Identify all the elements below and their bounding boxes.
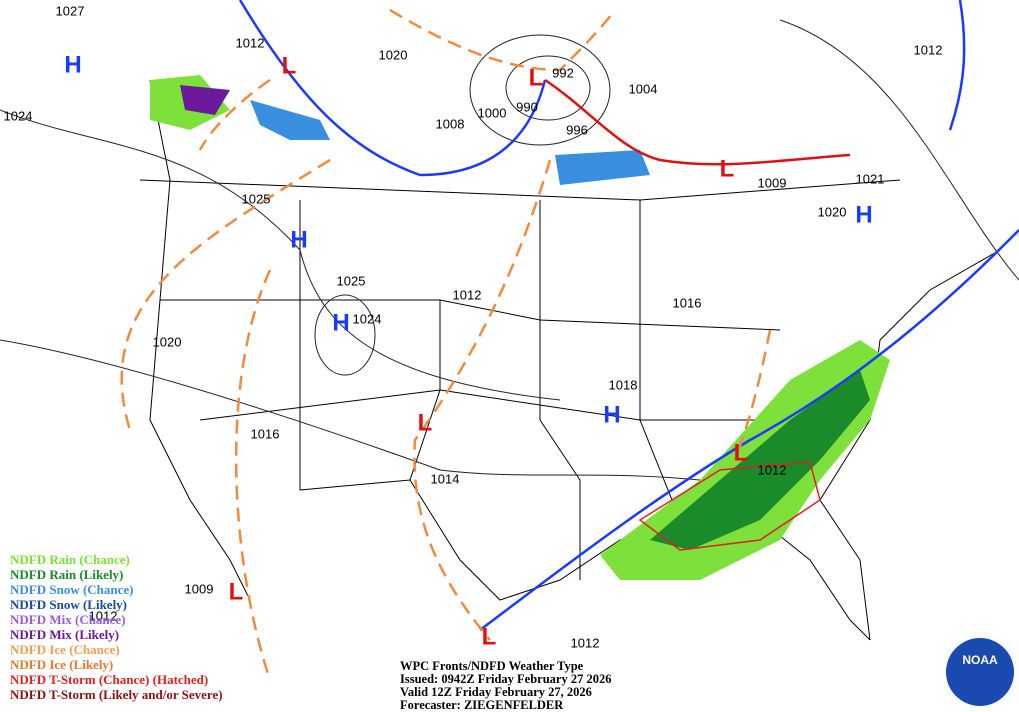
trough — [733, 329, 772, 461]
pressure-label: 1018 — [609, 377, 638, 392]
pressure-label: 1016 — [673, 295, 702, 310]
isobar — [469, 34, 611, 146]
pressure-center: L — [482, 623, 497, 650]
pressure-label: 1021 — [856, 171, 885, 186]
pressure-label: 1020 — [153, 334, 182, 349]
legend-entry: NDFD Mix (Chance) — [10, 612, 126, 627]
pressure-label: 1012 — [236, 35, 265, 50]
pressure-label: 1012 — [914, 42, 943, 57]
trough — [234, 269, 272, 681]
fronts — [120, 0, 1019, 681]
pressure-label: 1024 — [353, 311, 382, 326]
pressure-label: 1014 — [431, 471, 460, 486]
legend-entry: NDFD Rain (Chance) — [10, 552, 130, 567]
pressure-label: 1025 — [337, 273, 366, 288]
trough — [198, 78, 271, 151]
state-line — [539, 200, 581, 580]
pressure-label: 1009 — [185, 581, 214, 596]
pressure-center: L — [229, 578, 244, 605]
isobar — [0, 109, 561, 401]
pressure-label: 992 — [552, 65, 574, 80]
pressure-center: L — [418, 409, 433, 436]
west-coast — [149, 79, 251, 601]
legend-entry: NDFD T-Storm (Chance) (Hatched) — [10, 672, 208, 687]
warm-front — [544, 78, 851, 166]
pressure-label: 1012 — [571, 635, 600, 650]
logo-text: NOAA — [962, 653, 998, 667]
pressure-center: L — [282, 52, 297, 79]
legend-entry: NDFD Ice (Likely) — [10, 657, 113, 672]
pressure-label: 1020 — [818, 204, 847, 219]
trough — [413, 159, 552, 641]
pressure-label: 1025 — [242, 191, 271, 206]
trough — [389, 8, 616, 72]
pressure-label: 1016 — [251, 426, 280, 441]
footer-line: Issued: 0942Z Friday February 27 2026 — [400, 672, 611, 686]
pressure-label: 1012 — [89, 608, 118, 623]
trough — [120, 158, 331, 431]
pressure-label: 1020 — [379, 47, 408, 62]
legend-entry: NDFD Ice (Chance) — [10, 642, 120, 657]
state-line — [639, 200, 681, 521]
snow-area — [555, 150, 650, 185]
pressure-label: 1008 — [436, 116, 465, 131]
pressure-center: L — [529, 64, 544, 91]
state-line — [409, 300, 441, 481]
isobar — [505, 55, 591, 121]
pressure-label: 1004 — [629, 81, 658, 96]
legend-entry: NDFD Mix (Likely) — [10, 627, 119, 642]
pressure-label: 1009 — [758, 175, 787, 190]
pressure-center: H — [603, 401, 620, 428]
tstorm-area — [638, 461, 821, 551]
pressure-label: 996 — [566, 122, 588, 137]
pressure-label: 1024 — [4, 108, 33, 123]
cold-front — [479, 229, 1019, 631]
cold-front — [948, 0, 966, 131]
pressure-center: H — [290, 226, 307, 253]
footer-line: Valid 12Z Friday February 27, 2026 — [400, 685, 592, 699]
footer-line: Forecaster: ZIEGENFELDER — [400, 698, 564, 712]
pressure-label: 1000 — [478, 105, 507, 120]
cold-front — [238, 0, 547, 177]
isobar — [0, 339, 701, 481]
rain-area — [650, 370, 870, 550]
pressure-center: H — [332, 309, 349, 336]
pressure-center: H — [64, 51, 81, 78]
pressure-center: L — [734, 439, 749, 466]
legend-entry: NDFD Snow (Likely) — [10, 597, 127, 612]
pressure-label: 1012 — [453, 287, 482, 302]
footer-line: WPC Fronts/NDFD Weather Type — [400, 659, 584, 673]
snow-area — [250, 100, 330, 140]
mix-area — [180, 85, 230, 115]
legend: NDFD Rain (Chance)NDFD Rain (Likely)NDFD… — [10, 552, 223, 702]
isobar — [314, 294, 376, 376]
labels: 1027 1012 1020 1024 1008 1000 990 992 996 1004 102… — [4, 3, 943, 650]
pressure-center: L — [720, 155, 735, 182]
legend-entry: NDFD Rain (Likely) — [10, 567, 123, 582]
isobars — [0, 19, 1019, 481]
pressure-center: H — [855, 201, 872, 228]
legend-entry: NDFD T-Storm (Likely and/or Severe) — [10, 687, 223, 702]
pressure-label: 1027 — [56, 3, 85, 18]
isobar — [779, 19, 1019, 281]
legend-entry: NDFD Snow (Chance) — [10, 582, 134, 597]
pressure-label: 1012 — [758, 462, 787, 477]
logo — [946, 638, 1014, 706]
pressure-label: 990 — [516, 99, 538, 114]
